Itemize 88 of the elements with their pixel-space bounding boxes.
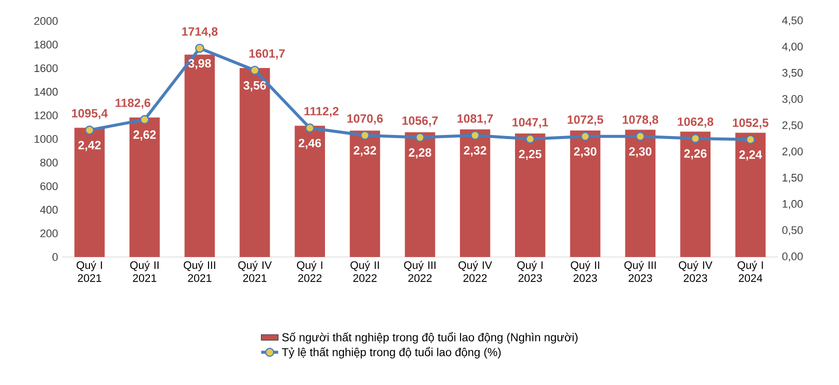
point — [690, 134, 700, 144]
y-tick-label: 1400 — [34, 88, 58, 96]
y-tick-label: 1200 — [34, 112, 58, 120]
y-tick-label: 800 — [40, 158, 58, 166]
y2-tick-label: 3,00 — [782, 95, 803, 104]
y2-tick-label: 4,50 — [782, 16, 803, 26]
bar — [74, 128, 105, 257]
data-label: 2,46 — [298, 138, 322, 150]
x-tick-label: Quý III 2021 — [184, 260, 216, 282]
data-label: 1047,1 — [512, 118, 548, 128]
point — [84, 126, 94, 135]
point — [636, 132, 645, 141]
y2-tick-label: 1,50 — [782, 174, 803, 183]
x-tick-label: Quý I 2022 — [296, 260, 322, 282]
data-label: 2,32 — [464, 146, 486, 156]
bar — [184, 54, 215, 257]
y2-tick-label: 0,50 — [782, 226, 803, 236]
data-label: 1081,7 — [458, 114, 493, 124]
point — [580, 132, 590, 141]
x-tick-label: Quý I 2024 — [738, 260, 763, 282]
y2-tick-label: 1,00 — [782, 200, 803, 210]
data-label: 1062,8 — [678, 117, 714, 128]
bar — [460, 129, 490, 257]
point — [140, 115, 150, 124]
point — [250, 66, 260, 75]
bar — [240, 68, 270, 257]
y-tick-label: 1000 — [34, 135, 58, 143]
bar — [515, 133, 546, 257]
data-label: 1182,6 — [116, 98, 150, 109]
x-tick-label: Quý IV 2021 — [238, 260, 272, 282]
y-tick-label: 1800 — [34, 40, 58, 48]
y-tick-label: 400 — [40, 206, 58, 214]
y2-tick-label: 0,00 — [782, 252, 803, 262]
data-label: 2,32 — [354, 146, 376, 156]
point — [470, 130, 480, 140]
legend-label: Số người thất nghiệp trong độ tuổi lao động (Nghìn người) — [282, 332, 578, 344]
y-tick-label: 600 — [40, 182, 58, 190]
bar — [294, 126, 325, 257]
point — [526, 134, 535, 144]
data-label: 2,30 — [574, 147, 596, 158]
y-tick-label: 2000 — [34, 17, 58, 25]
data-label: 1072,5 — [568, 115, 604, 126]
bar — [404, 132, 436, 257]
data-label: 1070,6 — [347, 114, 383, 124]
point — [195, 44, 204, 53]
legend-label: Tỷ lệ thất nghiệp trong độ tuổi lao động (%) — [282, 346, 501, 358]
x-tick-label: Quý I 2023 — [517, 260, 543, 282]
x-tick-label: Quý III 2023 — [624, 260, 656, 282]
x-tick-label: Quý I 2021 — [76, 260, 102, 282]
data-label: 1601,7 — [249, 49, 285, 60]
data-label: 1714,8 — [182, 27, 218, 38]
point — [746, 134, 756, 144]
bar — [680, 132, 711, 257]
data-label: 2,24 — [739, 150, 762, 161]
x-tick-label: Quý III 2022 — [404, 260, 436, 282]
x-tick-label: Quý IV 2022 — [458, 260, 492, 282]
bar — [625, 130, 656, 257]
data-label: 2,26 — [684, 149, 707, 160]
bar — [350, 130, 380, 257]
x-tick-label: Quý II 2021 — [130, 260, 159, 282]
data-label: 1078,8 — [622, 115, 658, 126]
data-label: 2,25 — [518, 150, 542, 160]
x-tick-label: Quý II 2022 — [350, 260, 379, 282]
y2-tick-label: 2,00 — [782, 148, 803, 157]
y-tick-label: 1600 — [34, 64, 58, 72]
bar — [129, 117, 160, 257]
point — [415, 132, 425, 142]
bar — [735, 132, 766, 257]
data-label: 1112,2 — [304, 106, 339, 118]
data-label: 2,42 — [78, 140, 101, 152]
data-label: 3,98 — [188, 59, 211, 70]
x-tick-label: Quý IV 2023 — [678, 260, 712, 282]
data-label: 1095,4 — [72, 109, 108, 120]
data-label: 1052,5 — [732, 118, 768, 129]
y-tick-label: 200 — [40, 230, 58, 238]
data-label: 3,56 — [243, 81, 266, 92]
y2-tick-label: 4,00 — [782, 42, 803, 52]
data-label: 2,28 — [408, 148, 432, 158]
bar — [570, 130, 600, 257]
point — [360, 130, 370, 140]
data-label: 1056,7 — [402, 116, 438, 127]
data-label: 2,30 — [629, 147, 652, 158]
y2-tick-label: 2,50 — [782, 121, 803, 130]
data-label: 2,62 — [133, 130, 156, 141]
y2-tick-label: 3,50 — [782, 68, 803, 78]
y-tick-label: 0 — [52, 253, 58, 261]
x-tick-label: Quý II 2023 — [570, 260, 600, 282]
point — [305, 123, 314, 133]
